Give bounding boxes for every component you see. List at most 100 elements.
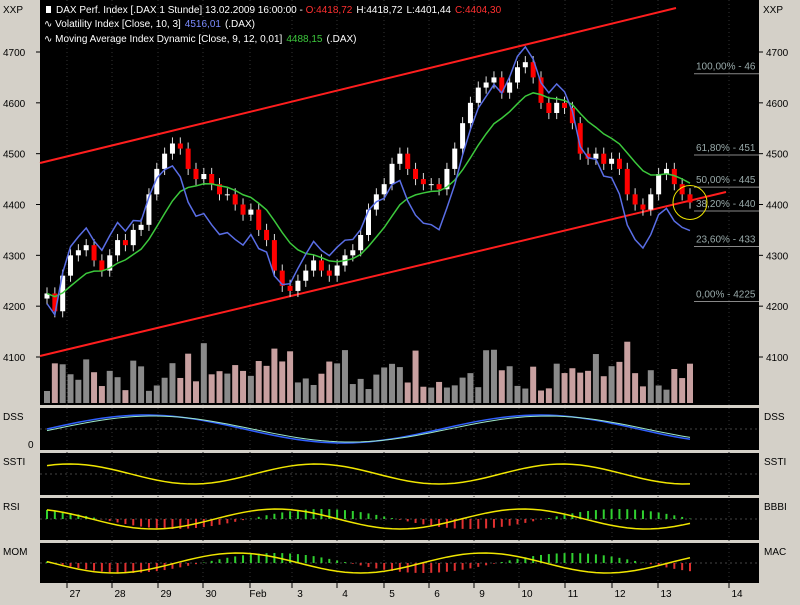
volume-bar — [122, 390, 129, 403]
candle-body — [295, 280, 301, 291]
volume-bar — [83, 359, 90, 403]
y-tick-left: 4700 — [3, 48, 26, 59]
volume-bar — [232, 365, 239, 403]
candle-body — [366, 209, 371, 235]
volume-bar — [161, 377, 168, 403]
volume-bar — [341, 350, 348, 403]
volume-bar — [294, 382, 301, 403]
x-tick-label: 13 — [660, 589, 672, 600]
fib-label: 50,00% - 445 — [696, 175, 756, 186]
ssti-panel[interactable] — [40, 453, 759, 495]
candle-body — [656, 174, 662, 195]
volume-bar — [91, 372, 98, 403]
volume-bar — [75, 379, 82, 403]
candle-body — [193, 168, 199, 180]
candle-body — [648, 194, 654, 210]
panel-label-right: BBBI — [764, 502, 787, 513]
candle-body — [256, 209, 262, 230]
volume-bar — [467, 373, 474, 403]
candle-body — [303, 270, 309, 281]
candle-body — [169, 143, 175, 154]
volume-bar — [632, 373, 639, 403]
candle-body — [616, 158, 622, 169]
volume-bar — [381, 367, 388, 403]
candle-body — [671, 168, 677, 185]
candle-body — [146, 194, 152, 225]
x-axis: 27 28 29 30 Feb 3 4 5 6 9 10 11 12 13 14 — [66, 583, 743, 600]
candle-body — [115, 240, 121, 256]
vol-legend: ∿ Volatility Index [Close, 10, 3] 4516,01… — [44, 19, 255, 30]
y-tick-right: 4500 — [766, 150, 789, 161]
candle-body — [138, 224, 144, 230]
volume-bar — [153, 385, 160, 403]
candle-body — [75, 250, 81, 256]
candle-body — [405, 153, 411, 169]
candle-body — [232, 194, 238, 205]
volume-bar — [639, 386, 646, 403]
volume-bar — [130, 360, 137, 403]
candle-body — [538, 77, 544, 103]
volume-bar — [263, 365, 270, 403]
volume-bar — [349, 384, 356, 403]
candle-body — [287, 285, 293, 291]
candle-body — [99, 260, 105, 271]
candle-body — [326, 270, 332, 276]
channel-lower-line — [39, 191, 727, 357]
volume-bar — [279, 361, 286, 403]
volume-bar — [483, 350, 490, 403]
candle-body — [122, 240, 128, 246]
candle-body — [452, 148, 458, 169]
panel-label-right: SSTI — [764, 457, 786, 468]
volume-bar — [490, 349, 497, 403]
x-tick-label: 30 — [205, 589, 217, 600]
candle-body — [240, 204, 246, 215]
candle-body — [522, 62, 528, 68]
volume-bar — [538, 390, 545, 403]
volume-bar — [514, 385, 521, 403]
volume-bar — [671, 368, 678, 403]
volume-bar — [655, 385, 662, 403]
candle-body — [554, 102, 560, 113]
trend-channel[interactable] — [39, 7, 727, 357]
volume-bar — [138, 366, 145, 403]
volume-bar — [271, 348, 278, 403]
candle-body — [632, 194, 638, 205]
candle-icon — [46, 6, 51, 13]
volume-bar — [208, 374, 215, 403]
fib-label: 38,20% - 440 — [696, 199, 756, 210]
x-tick-label: 6 — [434, 589, 440, 600]
y-tick-right: 4700 — [766, 48, 789, 59]
volume-bar — [216, 371, 223, 403]
candle-body — [264, 229, 270, 241]
candle-body — [91, 245, 97, 261]
wave-icon: ∿ — [44, 19, 55, 30]
candle-body — [475, 87, 481, 103]
candle-body — [279, 270, 285, 286]
y-axis: 4700 4700 4600 4600 4500 4500 4400 4400 4300 4300… — [3, 48, 789, 364]
price-panel[interactable] — [40, 0, 759, 405]
volume-bar — [192, 381, 199, 403]
candle-body — [358, 235, 364, 251]
volume-bar — [663, 389, 670, 403]
candle-body — [397, 153, 403, 164]
oscillator-line — [46, 552, 691, 574]
y-tick-left: 4400 — [3, 201, 26, 212]
candle-body — [687, 194, 693, 203]
candle-body — [491, 77, 497, 83]
y-tick-left: 4600 — [3, 99, 26, 110]
volume-bar — [428, 387, 435, 403]
candle-body — [601, 153, 607, 164]
candle-body — [585, 153, 591, 159]
volume-bar — [687, 363, 693, 403]
candle-body — [413, 168, 419, 180]
volume-bar — [287, 351, 294, 403]
y-tick-left: 4200 — [3, 302, 26, 313]
panel-label-left: RSI — [3, 502, 20, 513]
volume-bar — [679, 378, 686, 403]
candle-body — [217, 184, 223, 195]
highlight-circle — [672, 184, 708, 220]
volume-bar — [451, 385, 458, 403]
y-tick-left: 4100 — [3, 353, 26, 364]
